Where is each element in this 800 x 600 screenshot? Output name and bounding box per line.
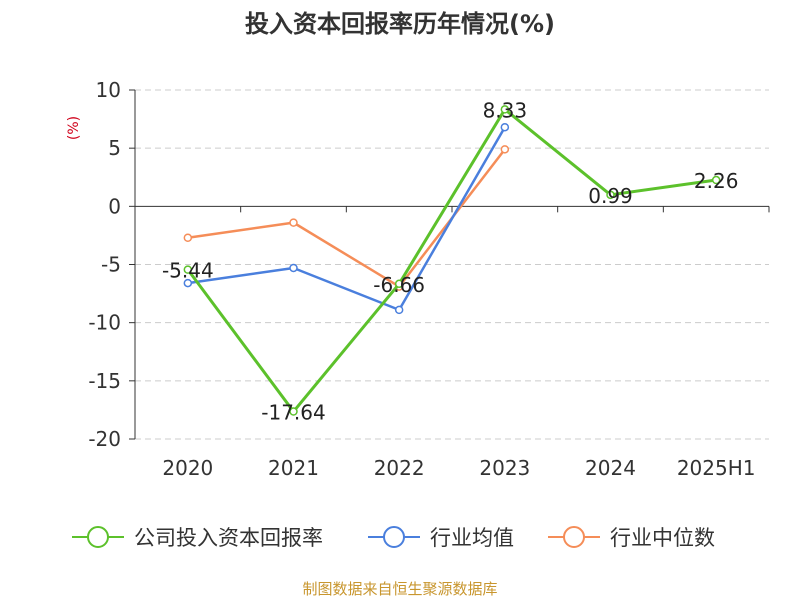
legend-label: 行业中位数 <box>610 526 715 550</box>
data-label: 8.33 <box>483 98 528 122</box>
data-point <box>500 145 510 154</box>
x-tick-label: 2024 <box>585 456 636 480</box>
series-line <box>186 107 717 414</box>
data-label: 0.99 <box>588 184 633 208</box>
data-point <box>606 190 615 200</box>
legend-marker-circle <box>563 526 585 548</box>
legend-marker-circle <box>383 526 405 548</box>
legend-label: 行业均值 <box>430 526 514 550</box>
y-tick-label: -5 <box>101 253 121 277</box>
y-tick-label: -10 <box>88 311 121 335</box>
x-tick-label: 2023 <box>479 456 530 480</box>
data-point <box>289 263 298 273</box>
data-point <box>394 305 404 315</box>
y-tick-label: 10 <box>96 78 121 102</box>
series-line <box>187 126 506 312</box>
data-label: -5.44 <box>162 259 214 283</box>
x-tick-label: 2022 <box>374 456 425 480</box>
data-point <box>289 218 298 227</box>
legend: 公司投入资本回报率 行业均值 行业中位数 <box>72 526 715 550</box>
data-point <box>500 122 510 132</box>
series-lines <box>183 105 721 416</box>
data-label: -6.66 <box>373 273 425 297</box>
data-point <box>394 279 404 289</box>
series-line <box>187 148 506 288</box>
data-point <box>183 265 193 274</box>
data-point <box>500 105 510 114</box>
data-point <box>183 278 193 288</box>
x-tick-label: 2021 <box>268 456 319 480</box>
data-label: 2.26 <box>694 169 739 193</box>
y-tick-label: -15 <box>88 369 121 393</box>
data-point <box>711 175 721 185</box>
legend-marker-circle <box>87 526 109 548</box>
footer-source: 制图数据来自恒生聚源数据库 <box>302 580 498 598</box>
y-tick-label: 5 <box>108 136 121 160</box>
chart-title: 投入资本回报率历年情况(%) <box>245 10 555 38</box>
data-labels: -5.44 -17.64 -6.66 8.33 0.99 2.26 <box>162 98 738 424</box>
x-tick-label: 2025H1 <box>677 456 756 480</box>
data-point <box>183 233 193 242</box>
data-point <box>289 407 298 416</box>
grid-lines <box>135 89 769 440</box>
axes: 10 5 0 -5 -10 -15 -20 (%) 2020 2021 2022 2023 2024 20… <box>66 78 770 480</box>
y-tick-label: 0 <box>108 194 121 218</box>
legend-label: 公司投入资本回报率 <box>134 526 323 550</box>
y-axis-label: (%) <box>66 116 82 140</box>
y-tick-label: -20 <box>88 427 121 451</box>
data-label: -17.64 <box>261 401 325 425</box>
x-tick-label: 2020 <box>162 456 213 480</box>
